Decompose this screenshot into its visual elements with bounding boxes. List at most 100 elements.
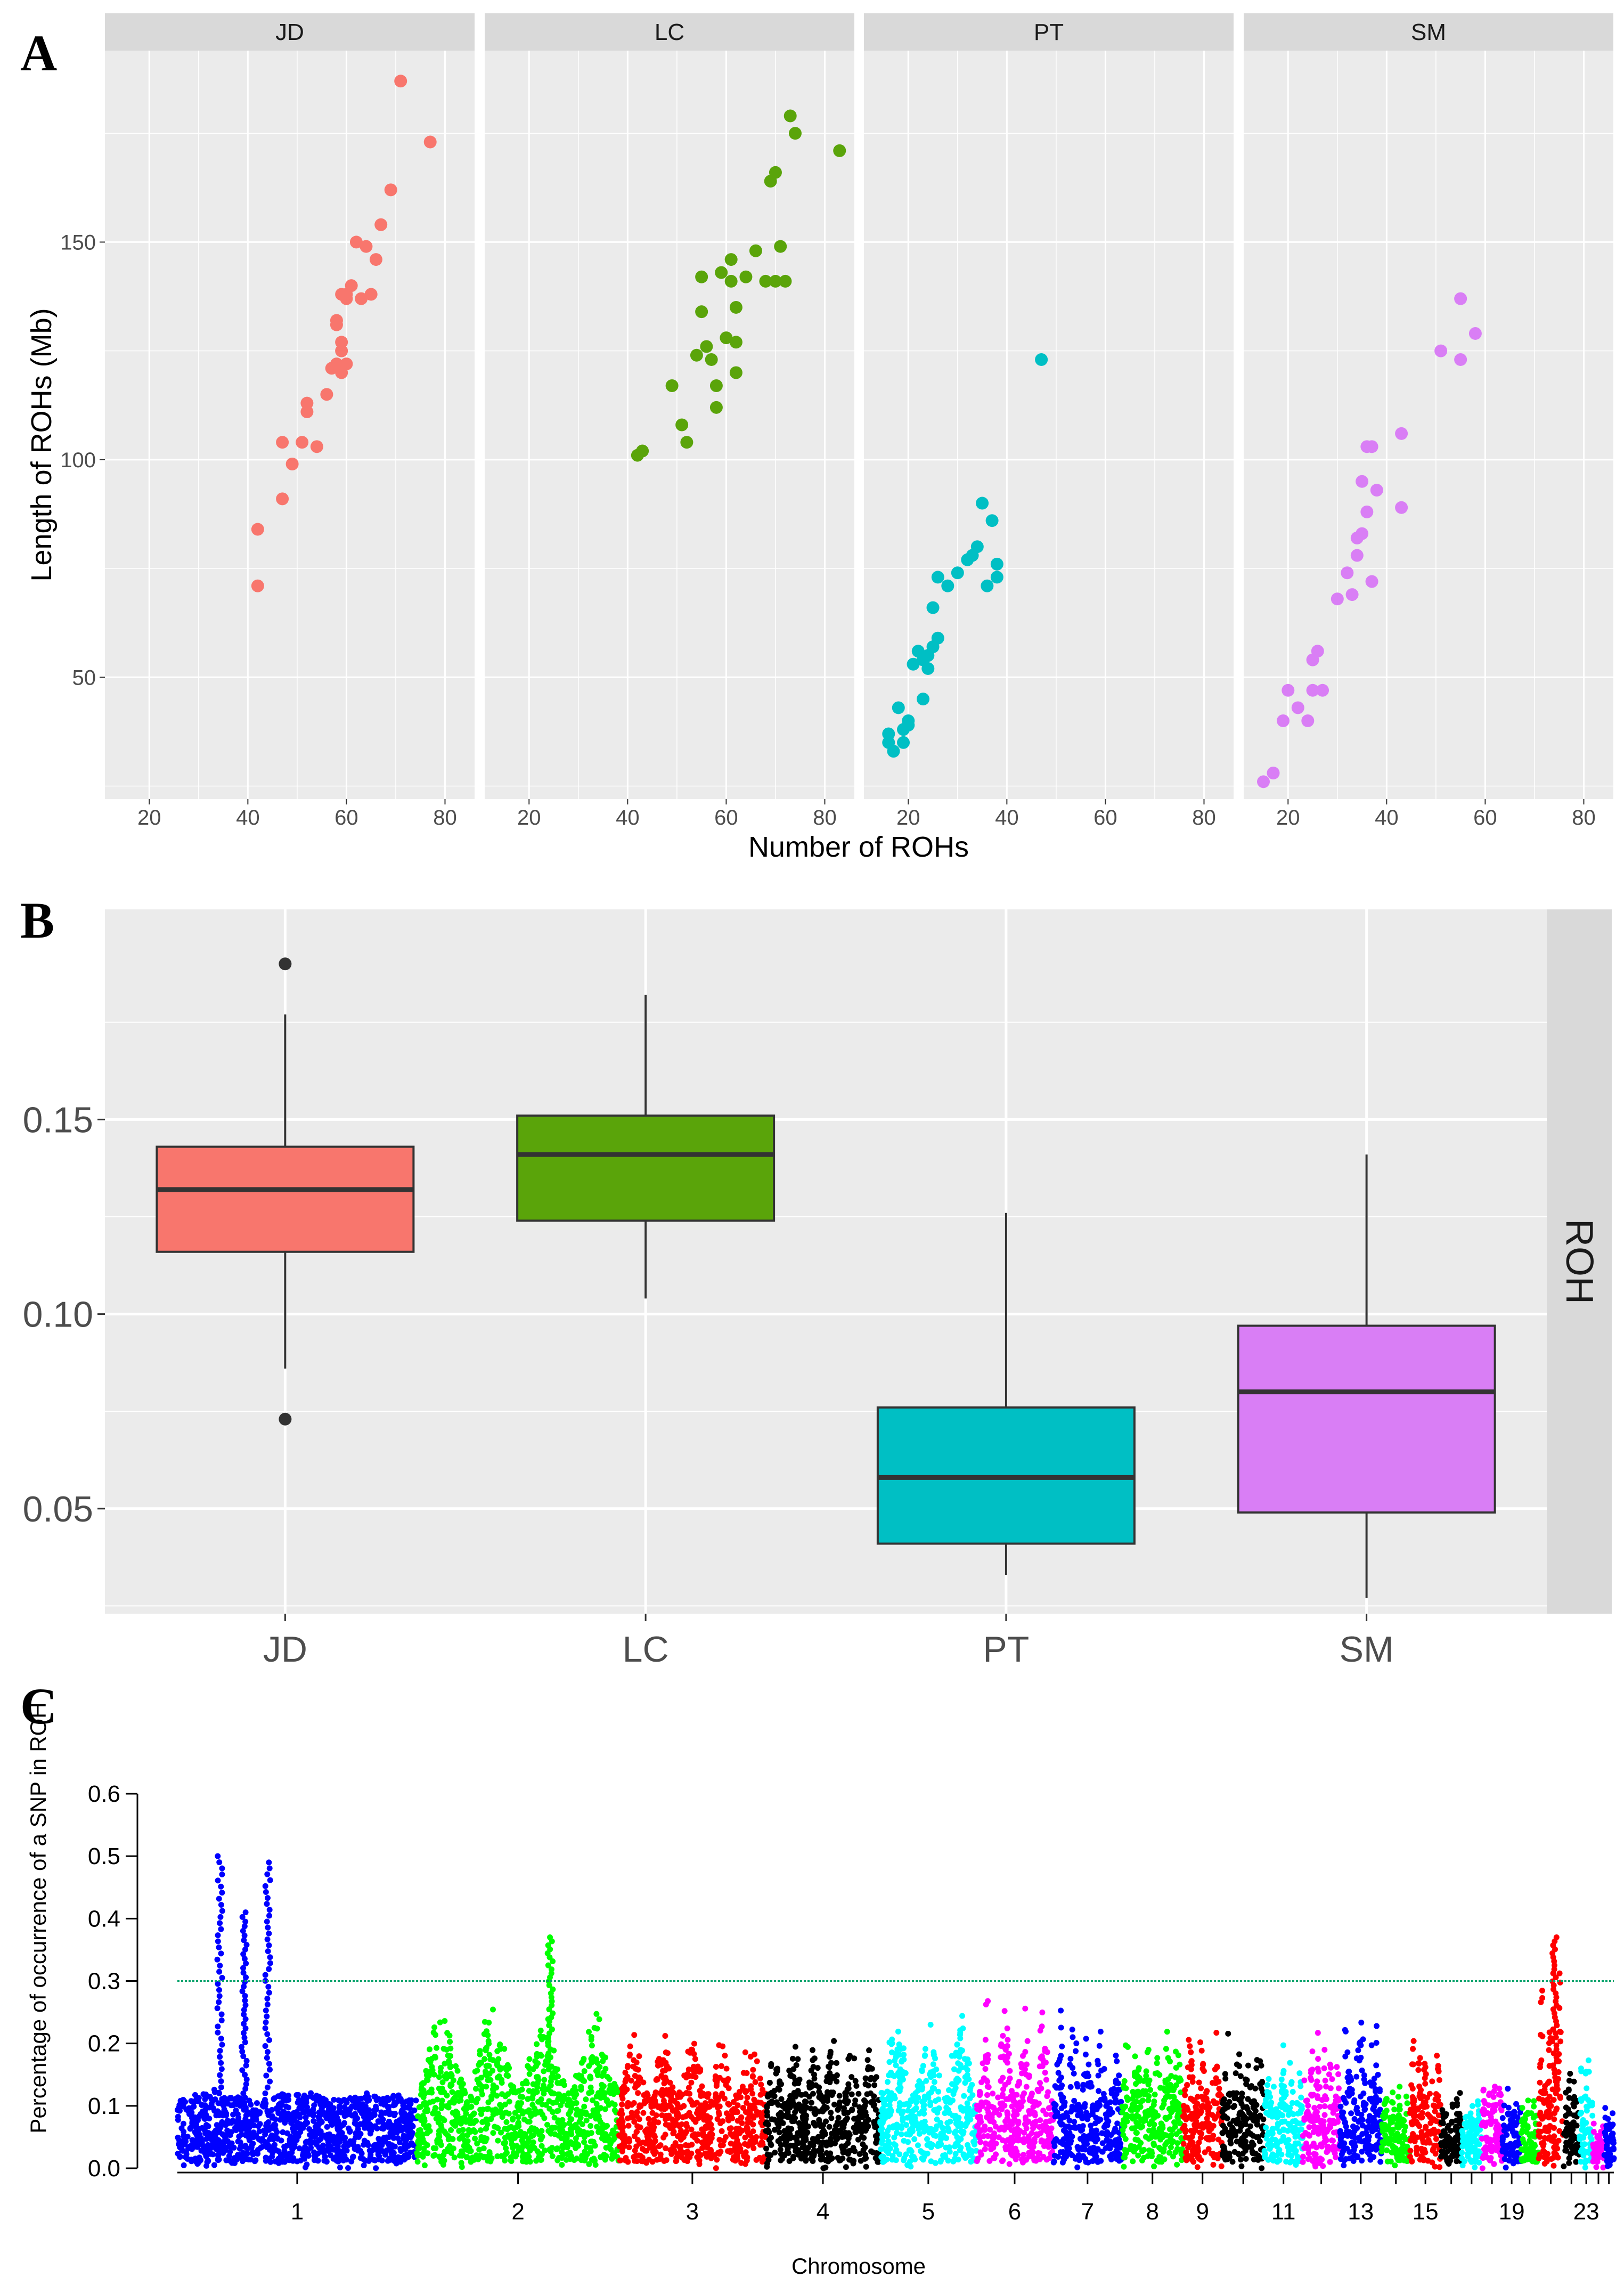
snp-point-chr7: [1107, 2099, 1114, 2105]
snp-point-chr3: [759, 2159, 765, 2165]
snp-point-chr3: [650, 2096, 657, 2103]
scatter-point-sm: [1316, 684, 1329, 697]
snp-point-chr3: [737, 2130, 743, 2136]
snp-point-chr4: [833, 2122, 839, 2129]
snp-point-chr9: [1189, 2079, 1196, 2085]
snp-point-chr7: [1075, 2112, 1081, 2119]
snp-point-chr1: [252, 2157, 259, 2163]
snp-point-chr1: [350, 2138, 357, 2144]
snp-point-chr1: [290, 2113, 297, 2120]
snp-point-chr6: [974, 2158, 980, 2165]
snp-point-chr4: [766, 2137, 772, 2143]
snp-point-chr5: [932, 2160, 939, 2166]
snp-point-chr1: [291, 2139, 298, 2145]
snp-point-chr2: [503, 2119, 510, 2125]
snp-point-chr8: [1132, 2136, 1139, 2143]
snp-point-chr2: [502, 2101, 508, 2108]
snp-point-chr8: [1151, 2163, 1157, 2169]
snp-point-chr9: [1197, 2039, 1204, 2046]
snp-point-chr7: [1113, 2078, 1119, 2084]
snp-point-chr9: [1218, 2163, 1225, 2169]
snp-point-chr4: [788, 2126, 795, 2132]
snp-point-chr2: [479, 2119, 486, 2125]
snp-point-chr6: [977, 2139, 984, 2145]
snp-point-chr9: [1180, 2113, 1186, 2119]
snp-point-chr2: [442, 2018, 448, 2024]
snp-point-chr8: [1172, 2119, 1179, 2126]
snp-point-chr1: [323, 2159, 330, 2165]
snp-point-chr7: [1096, 2088, 1102, 2094]
snp-point-chr3: [659, 2087, 666, 2093]
scatter-point-sm: [1350, 549, 1364, 562]
snp-point-chr1: [183, 2106, 190, 2113]
snp-point-chr4: [843, 2164, 849, 2170]
snp-point-chr2: [595, 2090, 602, 2096]
snp-point-chr2: [563, 2130, 569, 2137]
snp-point-chr7: [1090, 2102, 1096, 2109]
snp-point-chr8: [1124, 2044, 1131, 2050]
snp-point-chr5: [931, 2079, 937, 2085]
snp-point-chr1: [193, 2124, 200, 2130]
snp-point-chr5: [961, 2093, 967, 2099]
snp-point-chr9: [1214, 2063, 1220, 2070]
snp-point-chr4: [841, 2110, 847, 2117]
snp-point-chr2: [607, 2090, 614, 2096]
snp-point-chr2: [488, 2096, 495, 2102]
snp-point-chr1: [177, 2154, 183, 2160]
snp-point-chr2: [490, 2089, 496, 2096]
snp-point-chr1: [280, 2129, 286, 2135]
snp-point-chr1: [350, 2153, 356, 2160]
snp-point-chr4: [836, 2103, 843, 2109]
snp-point-chr4: [842, 2098, 848, 2104]
snp-point-chr1: [302, 2144, 308, 2150]
snp-point-chr4: [765, 2157, 772, 2163]
snp-point-chr2: [586, 2161, 592, 2167]
snp-point-chr2: [492, 2106, 499, 2113]
snp-point-chr3: [668, 2151, 675, 2157]
snp-point-chr3: [739, 2084, 746, 2090]
snp-point-chr3: [616, 2132, 622, 2138]
snp-point-chr2: [534, 2041, 540, 2047]
snp-point-chr6: [984, 2106, 990, 2112]
snp-point-chr3: [751, 2096, 757, 2103]
snp-point-chr2: [593, 2068, 599, 2074]
scatter-point-sm: [1365, 440, 1378, 453]
snp-point-chr2: [444, 2046, 450, 2053]
scatter-point-pt: [902, 719, 915, 732]
snp-point-chr1: [311, 2157, 317, 2163]
snp-point-chr2: [472, 2118, 478, 2124]
snp-point-chr5: [958, 2144, 964, 2151]
snp-point-chr6: [974, 2102, 980, 2109]
snp-point-chr1: [206, 2116, 213, 2122]
snp-point-chr1: [274, 2129, 280, 2135]
snp-point-chr7: [1072, 2125, 1078, 2131]
snp-point-chr3: [670, 2130, 676, 2136]
snp-point-chr7: [1060, 2094, 1066, 2101]
snp-point-chr6: [1022, 2048, 1029, 2055]
snp-point-chr9: [1183, 2149, 1189, 2155]
snp-point-chr7: [1082, 2101, 1088, 2108]
facet-panel-jd: [105, 51, 475, 799]
snp-point-chr2: [430, 2153, 437, 2159]
scatter-point-jd: [349, 235, 363, 249]
snp-point-chr8: [1131, 2115, 1137, 2121]
snp-point-chr2: [468, 2148, 474, 2154]
snp-point-chr2: [548, 2126, 554, 2132]
snp-point-chr1: [376, 2156, 382, 2162]
snp-point-chr7: [1060, 2113, 1066, 2119]
snp-point-chr7: [1108, 2151, 1115, 2158]
snp-point-chr1: [300, 2109, 306, 2115]
snp-point-chr5: [943, 2104, 950, 2111]
x-tick-label-jd: JD: [263, 1629, 307, 1670]
snp-point-chr4: [848, 2074, 855, 2080]
snp-point-chr9: [1185, 2064, 1191, 2071]
snp-point-chr2: [483, 2084, 489, 2090]
snp-point-chr3: [735, 2141, 741, 2147]
snp-point-chr4: [777, 2146, 784, 2153]
snp-point-chr6: [1041, 2143, 1047, 2149]
snp-point-chr2: [503, 2072, 510, 2078]
snp-point-chr2: [466, 2127, 472, 2133]
snp-point-chr2: [587, 2084, 594, 2090]
snp-point-chr1: [385, 2124, 391, 2130]
snp-point-chr4: [808, 2100, 814, 2106]
